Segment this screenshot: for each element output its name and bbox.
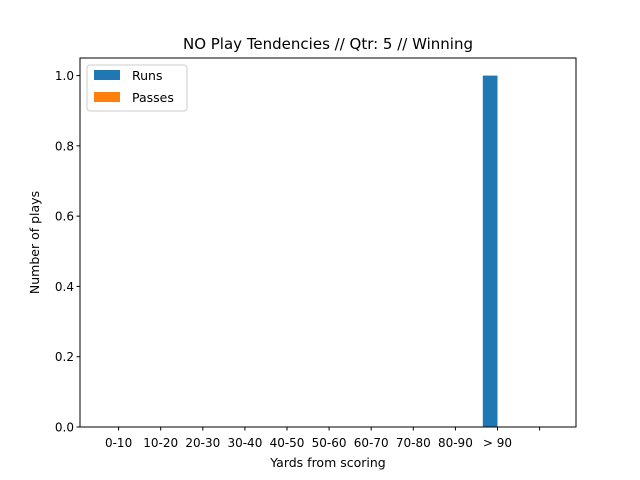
y-tick-label: 1.0 [55, 69, 74, 83]
legend: Runs Passes [87, 65, 187, 111]
x-tick-label: 50-60 [312, 436, 347, 450]
chart-title: NO Play Tendencies // Qtr: 5 // Winning [183, 35, 473, 53]
legend-swatch-passes [94, 92, 120, 102]
legend-label-runs: Runs [132, 68, 162, 83]
legend-swatch-runs [94, 70, 120, 80]
y-tick-label: 0.0 [55, 421, 74, 435]
y-tick-label: 0.4 [55, 280, 74, 294]
y-tick-label: 0.8 [55, 139, 74, 153]
y-tick-label: 0.2 [55, 350, 74, 364]
x-tick-label: 70-80 [396, 436, 431, 450]
x-tick-label: 40-50 [270, 436, 305, 450]
x-tick-label: 30-40 [227, 436, 262, 450]
y-axis-label: Number of plays [27, 191, 42, 294]
y-tick-label: 0.6 [55, 210, 74, 224]
x-tick-label: 60-70 [354, 436, 389, 450]
x-tick-label: 20-30 [185, 436, 220, 450]
x-tick-label: 10-20 [143, 436, 178, 450]
x-tick-label: > 90 [483, 436, 512, 450]
legend-label-passes: Passes [132, 90, 174, 105]
x-tick-label: 0-10 [105, 436, 132, 450]
x-axis-label: Yards from scoring [269, 455, 385, 470]
x-tick-label: 80-90 [438, 436, 473, 450]
bar-runs-9 [483, 76, 498, 427]
bars-group [483, 76, 498, 427]
